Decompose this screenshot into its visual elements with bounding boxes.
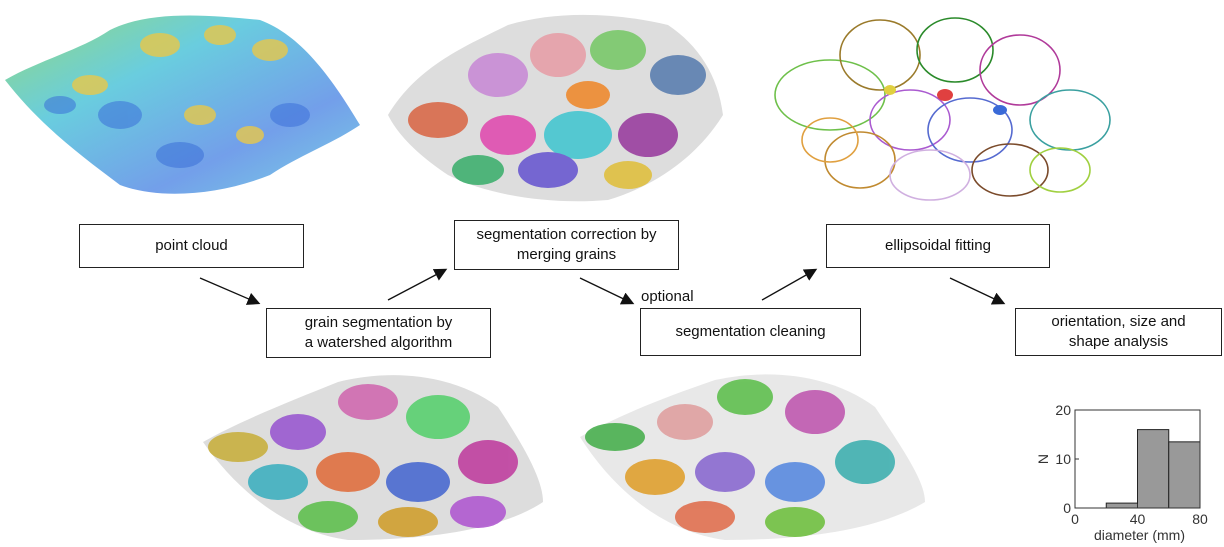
histogram-bar-2 bbox=[1168, 441, 1201, 509]
arrow-correction-to-cleaning bbox=[579, 277, 635, 305]
ellipsoid-fit-image bbox=[774, 17, 1111, 201]
y-axis-label: N bbox=[1035, 454, 1051, 464]
step-segmentation-correction: segmentation correction by merging grain… bbox=[454, 220, 679, 270]
step-grain-segmentation: grain segmentation by a watershed algori… bbox=[266, 308, 491, 358]
y-tick-label: 10 bbox=[1055, 451, 1071, 467]
x-tick-label: 80 bbox=[1192, 511, 1208, 527]
segmented-cloud-watershed-image bbox=[203, 375, 543, 540]
segmented-cloud-cleaned-image bbox=[580, 374, 925, 540]
step-point-cloud: point cloud bbox=[79, 224, 304, 268]
y-tick-label: 0 bbox=[1063, 500, 1071, 516]
x-tick-label: 40 bbox=[1130, 511, 1146, 527]
step-analysis: orientation, size and shape analysis bbox=[1015, 308, 1222, 356]
arrow-segmentation-to-correction bbox=[387, 268, 448, 301]
y-tick-label: 20 bbox=[1055, 402, 1071, 418]
arrow-pointcloud-to-segmentation bbox=[199, 277, 261, 305]
step-segmentation-cleaning: segmentation cleaning bbox=[640, 308, 861, 356]
x-axis-label: diameter (mm) bbox=[1094, 527, 1185, 543]
optional-label: optional bbox=[641, 288, 694, 305]
arrow-cleaning-to-fitting bbox=[761, 268, 818, 301]
x-tick-label: 0 bbox=[1071, 511, 1079, 527]
point-cloud-image bbox=[5, 15, 360, 194]
arrow-fitting-to-analysis bbox=[949, 277, 1006, 305]
histogram-bar-0 bbox=[1105, 502, 1138, 509]
step-ellipsoidal-fitting: ellipsoidal fitting bbox=[826, 224, 1050, 268]
histogram-bar-1 bbox=[1137, 429, 1170, 509]
segmented-cloud-merged-image bbox=[388, 14, 723, 202]
